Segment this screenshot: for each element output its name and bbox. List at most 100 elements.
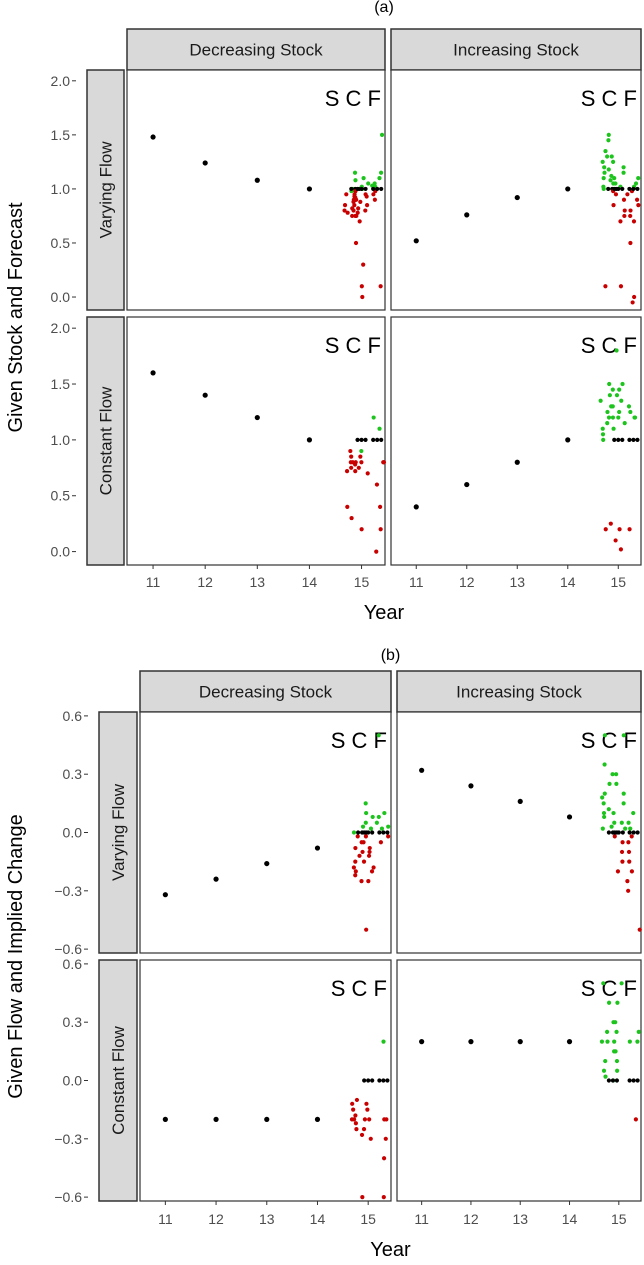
C-higher-point (621, 791, 626, 796)
F-unchanged-point (379, 186, 384, 192)
F-lower-point (628, 208, 633, 213)
C-higher-point (609, 154, 614, 159)
S-lower-point (354, 1126, 359, 1132)
S-lower-point (345, 504, 350, 510)
F-unchanged-point (635, 830, 640, 835)
C-higher-point (615, 1068, 620, 1073)
y-tick-label: 2.0 (51, 320, 71, 336)
x-tick-label: 15 (610, 574, 626, 590)
F-unchanged-point (635, 1078, 640, 1083)
F-unchanged-point (635, 186, 640, 192)
F-higher-point (631, 810, 636, 816)
y-tick-label: 1.0 (51, 432, 71, 448)
S-lower-point (344, 192, 349, 197)
F-unchanged-point (627, 830, 632, 835)
C-higher-point (613, 181, 618, 186)
F-lower-point (628, 213, 633, 219)
F-unchanged-point (371, 437, 376, 442)
given-point (468, 783, 474, 789)
given-point (150, 370, 156, 376)
F-higher-point (628, 409, 633, 415)
F-higher-point (382, 810, 387, 816)
S-lower-point (355, 834, 360, 839)
C-higher-point (612, 176, 617, 181)
C-unchanged-point (612, 437, 617, 442)
C-higher-point (621, 165, 626, 170)
C-higher-point (617, 409, 622, 415)
S-higher-point (610, 772, 615, 777)
C-lower-point (361, 840, 366, 845)
S-higher-point (607, 381, 612, 387)
C-lower-point (371, 865, 376, 870)
C-lower-point (366, 878, 371, 884)
x-tick-label: 12 (463, 1211, 479, 1227)
x-tick-label: 14 (302, 574, 318, 590)
row-strip-label: Varying Flow (97, 141, 116, 239)
panel-a-0-0: S C F (126, 69, 386, 311)
x-tick-label: 12 (459, 574, 475, 590)
S-higher-point (607, 393, 612, 398)
F-higher-point (371, 415, 376, 420)
C-lower-point (358, 454, 363, 459)
scf-annotation: S C F (581, 86, 637, 111)
given-point (517, 798, 523, 805)
S-lower-point (359, 1132, 365, 1138)
chart-title: (a) (374, 0, 394, 16)
C-unchanged-point (366, 830, 371, 835)
C-lower-point (622, 213, 627, 219)
scf-annotation: S C F (325, 86, 381, 111)
y-tick-label: 2.0 (51, 73, 71, 89)
C-lower-point (359, 460, 364, 465)
S-higher-point (606, 167, 611, 172)
given-point (468, 1039, 474, 1045)
given-point (162, 1116, 168, 1122)
S-higher-point (606, 138, 611, 143)
S-lower-point (360, 849, 365, 855)
C-lower-point (622, 208, 627, 213)
C-higher-point (361, 176, 366, 181)
S-unchanged-point (606, 186, 611, 192)
S-higher-point (605, 421, 610, 426)
S-higher-point (601, 186, 606, 192)
y-tick-label: 0.3 (63, 1014, 83, 1030)
C-higher-point (621, 170, 626, 175)
S-higher-point (608, 178, 613, 183)
given-point (514, 459, 520, 465)
chart-title: (b) (381, 647, 401, 664)
row-strip-label: Constant Flow (109, 1025, 128, 1134)
F-higher-point (628, 826, 633, 831)
S-lower-point (352, 203, 357, 208)
given-point (566, 814, 573, 820)
C-lower-point (613, 192, 619, 197)
S-higher-point (600, 432, 606, 437)
F-higher-point (636, 176, 641, 181)
F-lower-point (371, 192, 376, 197)
given-point (254, 177, 260, 183)
panel-border (139, 959, 392, 1202)
C-unchanged-point (359, 437, 364, 442)
y-tick-label: −0.6 (54, 1189, 82, 1205)
S-higher-point (605, 1039, 610, 1044)
C-higher-point (364, 810, 369, 816)
row-strip (86, 316, 125, 566)
S-higher-point (610, 415, 616, 420)
F-unchanged-point (631, 1078, 636, 1083)
C-unchanged-point (363, 437, 368, 442)
C-lower-point (620, 859, 625, 864)
S-lower-point (351, 1107, 356, 1112)
C-lower-point (358, 199, 363, 204)
S-lower-point (348, 448, 353, 454)
y-tick-label: 1.0 (51, 181, 71, 197)
F-higher-point (379, 826, 385, 831)
S-higher-point (598, 398, 603, 403)
y-tick-label: 0.5 (51, 488, 71, 504)
given-point (413, 504, 419, 510)
given-point (314, 1116, 321, 1122)
S-lower-point (351, 865, 356, 870)
y-tick-label: 1.5 (51, 127, 71, 143)
C-unchanged-point (370, 1078, 375, 1083)
F-lower-point (628, 240, 633, 246)
F-higher-point (633, 181, 639, 186)
S-lower-point (349, 1117, 355, 1122)
given-point (419, 767, 425, 773)
